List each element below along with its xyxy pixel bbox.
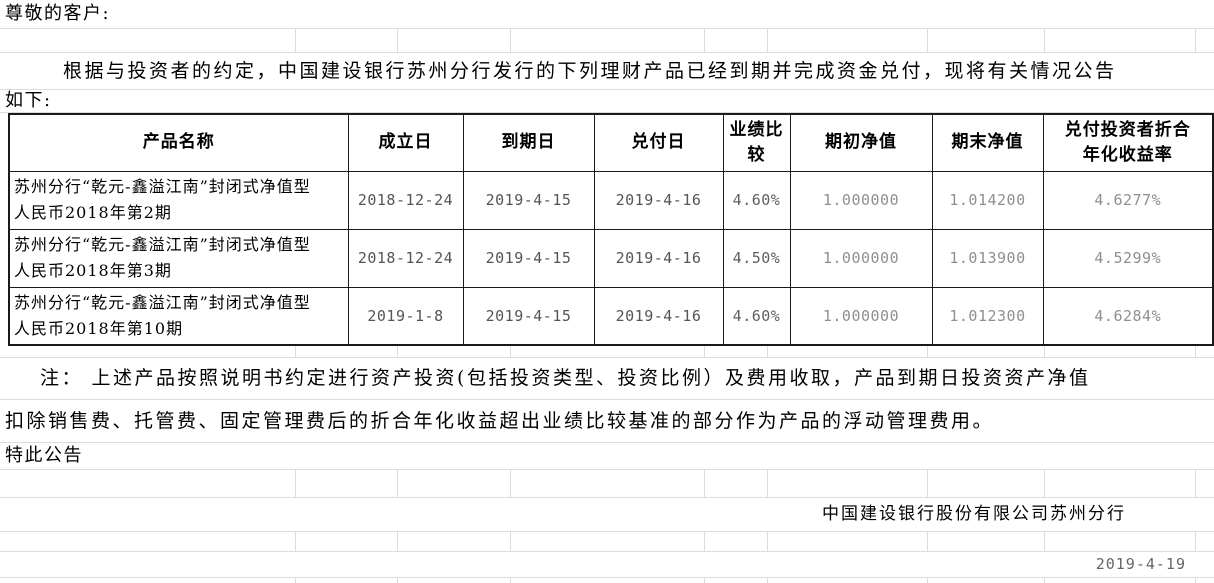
blank-row [0,470,1214,498]
annualized-yield-cell: 4.6284% [1042,286,1214,346]
begin-nav-cell: 1.000000 [789,286,933,346]
end-nav-cell: 1.013900 [931,228,1044,288]
col-header-benchmark: 业绩比较 [722,113,791,172]
product-name-cell: 苏州分行“乾元-鑫溢江南”封闭式净值型人民币2018年第3期 [8,228,349,288]
begin-nav-cell: 1.000000 [789,228,933,288]
end-nav-cell: 1.014200 [931,170,1044,230]
col-header-annualized-yield: 兑付投资者折合年化收益率 [1042,113,1214,172]
intro-paragraph-continued: 如下: [0,90,1214,113]
col-header-product-name: 产品名称 [8,113,349,172]
col-header-payment-date: 兑付日 [593,113,724,172]
establish-date-cell: 2018-12-24 [347,228,464,288]
issuer-signature: 中国建设银行股份有限公司苏州分行 [0,498,1214,532]
benchmark-cell: 4.60% [722,286,791,346]
table-row: 苏州分行“乾元-鑫溢江南”封闭式净值型人民币2018年第3期 2018-12-2… [8,228,1214,288]
intro-paragraph: 根据与投资者的约定，中国建设银行苏州分行发行的下列理财产品已经到期并完成资金兑付… [0,53,1214,90]
annualized-yield-cell: 4.5299% [1042,228,1214,288]
col-header-establish-date: 成立日 [347,113,464,172]
blank-row [0,532,1214,552]
establish-date-cell: 2018-12-24 [347,170,464,230]
note-line-2: 扣除销售费、托管费、固定管理费后的折合年化收益超出业绩比较基准的部分作为产品的浮… [0,400,1214,443]
closing-statement: 特此公告 [0,443,1214,470]
payment-date-cell: 2019-4-16 [593,286,724,346]
blank-row [0,29,1214,53]
blank-row [0,578,1214,583]
benchmark-cell: 4.50% [722,228,791,288]
payment-date-cell: 2019-4-16 [593,228,724,288]
table-header-row: 产品名称 成立日 到期日 兑付日 业绩比较 期初净值 期末净值 兑付投资者折合年… [8,113,1214,172]
product-table: 产品名称 成立日 到期日 兑付日 业绩比较 期初净值 期末净值 兑付投资者折合年… [8,113,1214,347]
note-line-1: 注： 上述产品按照说明书约定进行资产投资(包括投资类型、投资比例）及费用收取，产… [0,358,1214,400]
announcement-date: 2019-4-19 [0,552,1214,578]
product-name-cell: 苏州分行“乾元-鑫溢江南”封闭式净值型人民币2018年第2期 [8,170,349,230]
payment-date-cell: 2019-4-16 [593,170,724,230]
maturity-date-cell: 2019-4-15 [462,170,595,230]
product-name-cell: 苏州分行“乾元-鑫溢江南”封闭式净值型人民币2018年第10期 [8,286,349,346]
annualized-yield-cell: 4.6277% [1042,170,1214,230]
benchmark-cell: 4.60% [722,170,791,230]
maturity-date-cell: 2019-4-15 [462,228,595,288]
col-header-end-nav: 期末净值 [931,113,1044,172]
begin-nav-cell: 1.000000 [789,170,933,230]
table-row: 苏州分行“乾元-鑫溢江南”封闭式净值型人民币2018年第10期 2019-1-8… [8,286,1214,346]
col-header-maturity-date: 到期日 [462,113,595,172]
maturity-date-cell: 2019-4-15 [462,286,595,346]
establish-date-cell: 2019-1-8 [347,286,464,346]
salutation: 尊敬的客户: [0,0,1214,29]
table-row: 苏州分行“乾元-鑫溢江南”封闭式净值型人民币2018年第2期 2018-12-2… [8,170,1214,230]
end-nav-cell: 1.012300 [931,286,1044,346]
col-header-begin-nav: 期初净值 [789,113,933,172]
blank-row [0,331,1214,358]
